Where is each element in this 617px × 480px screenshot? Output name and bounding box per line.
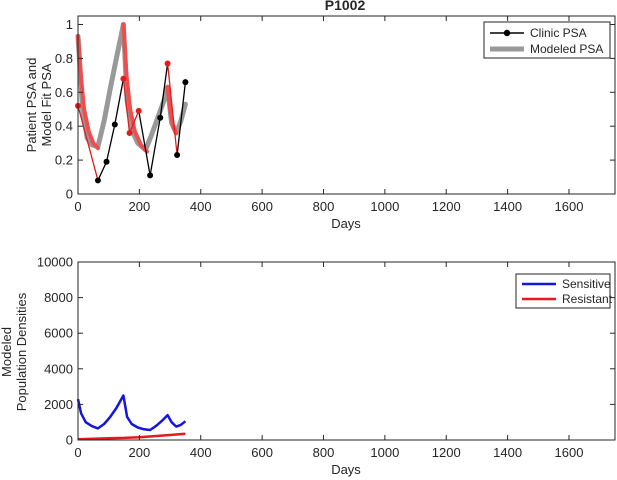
legend-clinic-label: Clinic PSA xyxy=(530,26,587,40)
population-chart: 0 200 400 600 800 1000 1200 1400 1600 0 2000 4000 60… xyxy=(0,255,616,477)
y-tick-label: 0.2 xyxy=(55,153,73,168)
series-clinic-psa-link-10 xyxy=(166,63,178,156)
series-modeled-psa-decline-segment-2 xyxy=(121,22,149,154)
y-axis-label-line-1: Patient PSA and xyxy=(24,58,39,153)
x-tick-label: 800 xyxy=(313,199,335,214)
x-tick-label: 400 xyxy=(190,445,212,460)
x-tick-label: 1000 xyxy=(370,445,399,460)
y-tick-label: 1 xyxy=(66,17,73,32)
y-tick-label: 10000 xyxy=(37,255,73,270)
series-clinic-psa-link-1 xyxy=(77,105,99,181)
legend-clinic-marker xyxy=(503,29,511,37)
y-tick-label: 8000 xyxy=(44,290,73,305)
series-clinic-psa-point-10 xyxy=(164,60,171,67)
x-tick-label: 1600 xyxy=(555,199,584,214)
series-clinic-psa-link-7 xyxy=(138,110,151,176)
series-clinic-psa-point-9 xyxy=(157,114,164,121)
y-axis-label-line-2: Model Fit PSA xyxy=(39,63,54,146)
x-tick-label: 400 xyxy=(190,199,212,214)
y-tick-label: 2000 xyxy=(44,397,73,412)
legend-box xyxy=(483,21,611,59)
x-tick-label: 200 xyxy=(129,199,151,214)
legend-resistant-label: Resistant xyxy=(562,292,613,306)
population-marks xyxy=(76,394,187,441)
series-clinic-psa-link-4 xyxy=(114,78,125,125)
y-tick-label: 0.8 xyxy=(55,51,73,66)
y-axis-label-line-2: Population Densities xyxy=(14,292,29,411)
series-modeled-psa-decline-segment-1 xyxy=(76,34,100,151)
series-resistant-line xyxy=(77,432,186,441)
axes-box xyxy=(77,15,616,195)
series-clinic-psa-point-3 xyxy=(103,158,110,165)
x-tick-label: 1600 xyxy=(555,445,584,460)
psa-marks xyxy=(75,22,189,184)
axes-box xyxy=(77,261,616,441)
series-clinic-psa-link-5 xyxy=(122,78,131,134)
series-clinic-psa-link-2 xyxy=(97,161,108,181)
series-clinic-psa-link-8 xyxy=(149,117,161,176)
series-clinic-psa-link-6 xyxy=(128,110,140,134)
x-tick-label: 1000 xyxy=(370,199,399,214)
population-axes: 0 200 400 600 800 1000 1200 1400 1600 0 2000 4000 60… xyxy=(37,255,616,460)
series-clinic-psa-point-11 xyxy=(174,152,181,159)
x-tick-label: 200 xyxy=(129,445,151,460)
series-sensitive-line xyxy=(76,394,187,432)
y-axis-label-line-1: Modeled xyxy=(0,327,14,377)
psa-axes: 0 200 400 600 800 1000 1200 1400 1600 0 0.2 0.4 0.6 0… xyxy=(55,15,616,214)
x-tick-label: 1400 xyxy=(493,199,522,214)
x-tick-label: 800 xyxy=(313,445,335,460)
y-tick-label: 6000 xyxy=(44,326,73,341)
series-clinic-psa-link-3 xyxy=(105,124,116,162)
population-legend: Sensitive Resistant xyxy=(515,273,613,309)
series-clinic-psa-point-5 xyxy=(120,75,127,82)
x-tick-label: 1400 xyxy=(493,445,522,460)
x-tick-label: 0 xyxy=(74,199,81,214)
series-clinic-psa-point-12 xyxy=(182,79,189,86)
series-clinic-psa-link-11 xyxy=(176,82,187,156)
x-tick-label: 600 xyxy=(251,199,273,214)
series-clinic-psa-point-6 xyxy=(126,129,133,136)
legend-box xyxy=(515,273,611,309)
series-clinic-psa-point-7 xyxy=(135,107,142,114)
x-tick-label: 0 xyxy=(74,445,81,460)
x-tick-label: 1200 xyxy=(432,445,461,460)
x-tick-label: 1200 xyxy=(432,199,461,214)
series-clinic-psa-point-4 xyxy=(111,121,118,128)
series-clinic-psa-point-8 xyxy=(147,172,154,179)
y-tick-label: 0.4 xyxy=(55,119,73,134)
y-tick-label: 0 xyxy=(66,433,73,448)
y-tick-label: 0.6 xyxy=(55,85,73,100)
y-tick-label: 4000 xyxy=(44,361,73,376)
y-tick-label: 0 xyxy=(66,187,73,202)
x-tick-label: 600 xyxy=(251,445,273,460)
chart-title: P1002 xyxy=(325,0,366,13)
series-clinic-psa-link-9 xyxy=(159,63,169,118)
legend-modeled-label: Modeled PSA xyxy=(530,42,603,56)
psa-legend: Clinic PSA Modeled PSA xyxy=(483,21,611,59)
psa-chart: P1002 0 200 400 600 800 1000 1200 1400 160000.20… xyxy=(24,0,616,231)
legend-sensitive-label: Sensitive xyxy=(562,277,611,291)
x-axis-label: Days xyxy=(331,216,361,231)
series-clinic-psa-point-2 xyxy=(94,177,101,184)
x-axis-label: Days xyxy=(331,462,361,477)
